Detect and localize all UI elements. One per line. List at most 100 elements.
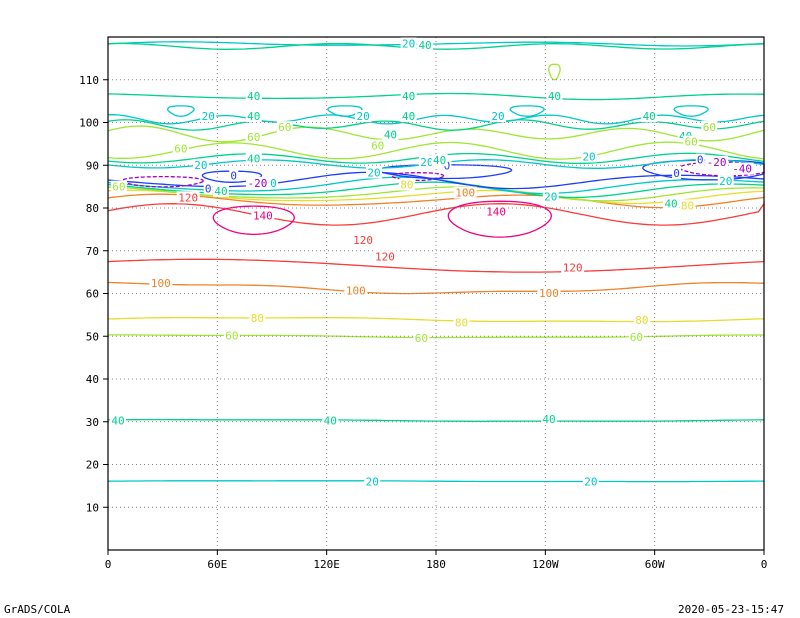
contour-label-bg [249, 311, 266, 324]
contour-line-20 [167, 105, 195, 117]
contour-label: -40 [732, 163, 752, 176]
contour-line-60 [548, 63, 561, 81]
contour-label-bg [542, 190, 559, 203]
contour-label: 0 [444, 160, 451, 173]
contour-label-bg [484, 205, 508, 218]
contour-label-bg [683, 135, 700, 148]
contour-label: 0 [697, 154, 704, 167]
contour-label: 60 [174, 143, 187, 156]
contour-label-bg [628, 331, 645, 344]
x-tick-label: 120E [313, 558, 340, 571]
y-tick-label: 110 [79, 74, 99, 87]
contour-label: 20 [491, 110, 504, 123]
contour-label: 40 [247, 152, 260, 165]
contour-label: 120 [563, 261, 583, 274]
contour-label: 20 [584, 476, 597, 489]
x-tick-label: 0 [761, 558, 768, 571]
contour-label: 60 [684, 136, 697, 149]
contour-label: 120 [178, 191, 198, 204]
contour-label: 100 [346, 285, 366, 298]
contour-line-100 [107, 281, 765, 295]
y-tick-label: 60 [86, 288, 99, 301]
contour-label: 20 [194, 159, 207, 172]
contour-label: 120 [353, 234, 373, 247]
contour-label: 20 [420, 156, 433, 169]
contour-label: 60 [278, 121, 291, 134]
contour-label-bg [382, 128, 399, 141]
contour-label: 40 [418, 39, 431, 52]
contour-label: 80 [455, 317, 468, 330]
contour-label: 140 [486, 205, 506, 218]
contour-label-bg [540, 413, 557, 426]
contour-label-bg [110, 180, 127, 193]
contour-label: 40 [111, 414, 124, 427]
contour-line-0 [642, 159, 765, 181]
contour-label-bg [701, 120, 718, 133]
contour-label-bg [322, 414, 339, 427]
contour-label: 40 [402, 90, 415, 103]
contour-label: 20 [356, 110, 369, 123]
contour-line-140 [212, 205, 295, 236]
contour-label-bg [149, 276, 173, 289]
contour-label: 0 [230, 170, 237, 183]
contour-label-bg [398, 178, 415, 191]
y-tick-label: 70 [86, 245, 99, 258]
y-tick-label: 50 [86, 330, 99, 343]
y-tick-label: 40 [86, 373, 99, 386]
x-tick-label: 120W [532, 558, 559, 571]
contour-label: 20 [366, 476, 379, 489]
contour-label-bg [245, 131, 262, 144]
contour-label-bg [582, 475, 599, 488]
contour-line-100 [107, 193, 765, 209]
contour-label: 40 [433, 154, 446, 167]
contour-label-bg [192, 158, 209, 171]
contour-label: 40 [664, 198, 677, 211]
contour-label-bg [355, 110, 372, 123]
contour-label-bg [351, 234, 375, 247]
contour-label: 40 [402, 110, 415, 123]
contour-label: 40 [247, 110, 260, 123]
contour-label: 0 [673, 167, 680, 180]
contour-label-bg [730, 162, 754, 175]
contour-label: 100 [151, 277, 171, 290]
contour-label-bg [679, 199, 696, 212]
contour-label: 80 [681, 199, 694, 212]
contour-line-40 [107, 92, 764, 101]
contour-label-bg [633, 314, 650, 327]
contour-label-bg [229, 169, 239, 182]
contour-label: 20 [402, 37, 415, 50]
footer-right-timestamp: 2020-05-23-15:47 [678, 603, 784, 616]
contour-line-20 [327, 105, 363, 117]
contour-label: 60 [247, 131, 260, 144]
contour-label-bg [717, 175, 734, 188]
contour-label-bg [245, 110, 262, 123]
contour-label-bg [400, 110, 417, 123]
contour-label: 60 [630, 331, 643, 344]
contour-label-bg [223, 329, 240, 342]
contour-label-bg [176, 191, 200, 204]
contour-label-bg [705, 155, 729, 168]
contour-label-bg [366, 166, 383, 179]
x-tick-label: 60W [645, 558, 665, 571]
contour-label: 100 [455, 187, 475, 200]
contour-label-bg [245, 89, 262, 102]
contour-label-bg [453, 316, 470, 329]
footer-left-text: GrADS/COLA [4, 603, 71, 616]
y-tick-label: 20 [86, 459, 99, 472]
contour-label-bg [245, 152, 262, 165]
x-tick-label: 60E [207, 558, 227, 571]
contour-label: 80 [251, 312, 264, 325]
contour-label-bg [581, 150, 598, 163]
contour-label-bg [172, 142, 189, 155]
contour-label: 40 [643, 110, 656, 123]
contour-label-bg [373, 250, 397, 263]
contour-label-bg [245, 176, 269, 189]
contour-label: 80 [400, 178, 413, 191]
contour-label-bg [276, 121, 293, 134]
contour-label-bg [561, 261, 585, 274]
y-tick-label: 80 [86, 202, 99, 215]
contour-label-bg [418, 155, 435, 168]
contour-label: 40 [247, 90, 260, 103]
